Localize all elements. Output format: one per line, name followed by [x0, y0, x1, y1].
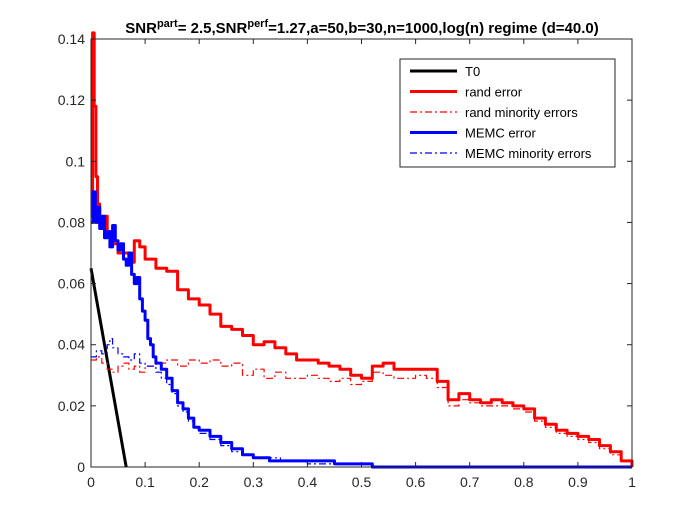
- x-tick-label: 0.4: [298, 474, 318, 490]
- chart-title: SNRpart= 2.5,SNRperf=1.27,a=50,b=30,n=10…: [125, 18, 598, 37]
- x-tick-label: 0.7: [460, 474, 480, 490]
- x-tick-label: 0: [87, 474, 95, 490]
- axes-layer: 0 0.1 0.2 0.3 0.4 0.5 0.6 0.7 0.8 0.9 1 0 0.02 0.04 0.…: [58, 31, 636, 490]
- legend-label-4: MEMC minority errors: [465, 146, 592, 161]
- x-tick-label: 0.6: [406, 474, 426, 490]
- y-tick-label: 0.04: [58, 337, 85, 353]
- x-tick-label: 0.9: [568, 474, 588, 490]
- y-tick-label: 0.08: [58, 214, 85, 230]
- x-tick-label: 0.5: [352, 474, 372, 490]
- legend: T0 rand error rand minority errors MEMC err…: [399, 58, 616, 168]
- x-tick-label: 0.2: [189, 474, 209, 490]
- series-line-4: [91, 338, 632, 468]
- legend-label-2: rand minority errors: [465, 105, 578, 120]
- title-part-1: SNR: [125, 20, 157, 37]
- legend-label-3: MEMC error: [465, 126, 536, 141]
- y-tick-label: 0.06: [58, 276, 85, 292]
- x-tick-label: 0.1: [135, 474, 155, 490]
- series-line-0: [89, 268, 128, 468]
- x-tick-label: 1: [628, 474, 636, 490]
- legend-box: [399, 58, 616, 168]
- y-tick-label: 0.1: [66, 153, 86, 169]
- series-layer: [89, 31, 634, 469]
- title-superscript-1: part: [157, 18, 178, 30]
- legend-label-1: rand error: [465, 85, 523, 100]
- y-tick-label: 0.14: [58, 31, 85, 47]
- x-tick-label: 0.3: [244, 474, 264, 490]
- title-part-3: =1.27,a=50,b=30,n=1000,log(n) regime (d=…: [268, 20, 599, 37]
- x-tick-label: 0.8: [514, 474, 534, 490]
- legend-label-0: T0: [465, 64, 480, 79]
- title-part-2: = 2.5,SNR: [178, 20, 248, 37]
- y-tick-label: 0: [77, 459, 85, 475]
- title-superscript-2: perf: [247, 18, 268, 30]
- y-tick-label: 0.02: [58, 398, 85, 414]
- y-tick-label: 0.12: [58, 92, 85, 108]
